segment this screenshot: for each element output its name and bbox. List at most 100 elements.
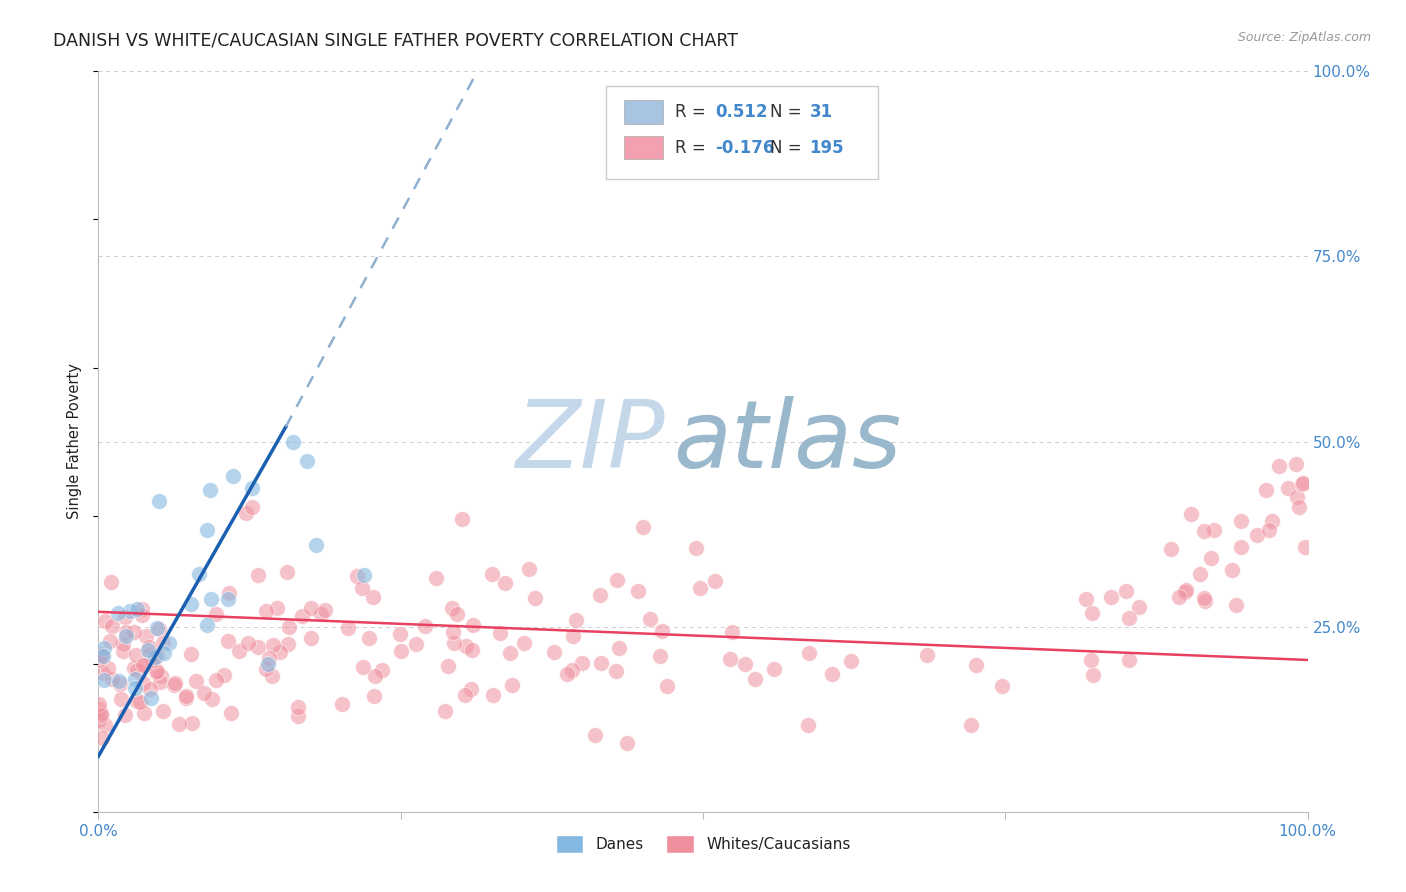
Point <box>1277 481 1299 495</box>
Point <box>454 688 477 702</box>
Point <box>1225 598 1247 612</box>
Point <box>163 678 186 692</box>
Point <box>145 622 167 636</box>
Point <box>651 624 673 638</box>
Point <box>122 661 145 675</box>
Point <box>114 707 136 722</box>
Point <box>142 653 165 667</box>
Point <box>240 500 263 515</box>
Point <box>1292 476 1315 491</box>
Text: 31: 31 <box>810 103 832 121</box>
Point <box>277 637 299 651</box>
Point <box>163 676 186 690</box>
Point <box>517 562 540 576</box>
Point <box>494 576 516 591</box>
Point <box>127 693 149 707</box>
Point <box>309 607 332 622</box>
Point <box>330 698 353 712</box>
Point <box>363 689 385 703</box>
Point <box>388 627 411 641</box>
Point <box>134 657 156 672</box>
Point <box>246 568 269 582</box>
Point <box>138 640 160 654</box>
Point <box>204 607 226 622</box>
Point <box>174 691 197 706</box>
Point <box>685 541 707 556</box>
Point <box>91 666 114 681</box>
Text: Source: ZipAtlas.com: Source: ZipAtlas.com <box>1237 31 1371 45</box>
Point <box>157 636 180 650</box>
Point <box>797 718 820 732</box>
Point <box>1291 476 1313 491</box>
Point <box>115 624 138 639</box>
Point <box>256 657 278 671</box>
Point <box>361 590 384 604</box>
Point <box>131 607 153 622</box>
Text: R =: R = <box>675 138 711 157</box>
Point <box>291 609 314 624</box>
Point <box>90 647 112 661</box>
Point <box>561 663 583 677</box>
Point <box>1194 593 1216 607</box>
Point <box>169 717 191 731</box>
Point <box>214 668 236 682</box>
Point <box>217 592 239 607</box>
Point <box>571 656 593 670</box>
Point <box>1284 457 1306 471</box>
Point <box>287 700 309 714</box>
Point <box>352 660 374 674</box>
Text: 195: 195 <box>810 138 844 157</box>
Point <box>718 652 741 666</box>
Point <box>589 657 612 671</box>
Point <box>153 647 176 661</box>
Point <box>1258 523 1281 537</box>
Point <box>1074 591 1097 606</box>
Point <box>353 567 375 582</box>
Point <box>437 658 460 673</box>
Point <box>1174 584 1197 599</box>
Point <box>195 524 218 538</box>
Point <box>489 626 512 640</box>
Point <box>115 629 138 643</box>
Point <box>501 678 523 692</box>
Text: atlas: atlas <box>672 396 901 487</box>
Point <box>101 673 124 687</box>
Point <box>97 661 120 675</box>
Point <box>744 672 766 686</box>
Point <box>314 603 336 617</box>
Point <box>1167 591 1189 605</box>
Point <box>276 565 298 579</box>
Point <box>188 567 211 582</box>
Point <box>93 673 115 687</box>
Point <box>1220 564 1243 578</box>
Point <box>87 697 110 711</box>
Point <box>125 648 148 662</box>
Point <box>734 657 756 671</box>
Point <box>281 434 304 449</box>
Point <box>90 707 112 722</box>
Point <box>1080 653 1102 667</box>
Point <box>254 604 277 618</box>
Point <box>90 706 112 721</box>
Point <box>247 640 270 654</box>
Point <box>616 736 638 750</box>
Point <box>186 674 208 689</box>
Point <box>1199 551 1222 566</box>
Point <box>762 662 785 676</box>
Point <box>605 664 627 678</box>
Point <box>589 588 612 602</box>
Point <box>299 631 322 645</box>
Point <box>797 646 820 660</box>
Point <box>498 646 520 660</box>
Point <box>585 728 607 742</box>
Point <box>433 704 456 718</box>
Point <box>143 650 166 665</box>
Point <box>443 635 465 649</box>
Point <box>1115 583 1137 598</box>
Point <box>460 682 482 697</box>
Point <box>148 493 170 508</box>
Point <box>1081 606 1104 620</box>
Point <box>441 601 464 615</box>
Point <box>991 679 1014 693</box>
Point <box>1099 591 1122 605</box>
